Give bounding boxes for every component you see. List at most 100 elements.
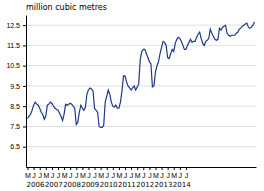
tick: J — [87, 167, 91, 179]
tick-label: M — [98, 172, 104, 179]
tick: M — [43, 167, 49, 179]
tick-label: M — [116, 172, 122, 179]
tick: J — [185, 167, 189, 179]
tick-mark — [149, 167, 150, 170]
tick: J — [112, 167, 116, 179]
tick-label: J — [179, 172, 183, 179]
tick-label: J — [38, 172, 42, 179]
tick-label: J — [32, 172, 36, 179]
tick-label: 10.5 — [6, 62, 20, 69]
tick-mark — [34, 167, 35, 170]
tick: M — [135, 167, 141, 179]
x-axis: MJJMJJMJJMJJMJJMJJMJJMJJMJJ — [25, 167, 256, 179]
grid-line — [26, 25, 256, 26]
axis-line — [27, 167, 257, 168]
tick: J — [93, 167, 97, 179]
tick-label: J — [87, 172, 91, 179]
grid-line — [26, 106, 256, 107]
tick-label: J — [142, 172, 146, 179]
tick-mark — [137, 167, 138, 170]
tick-mark — [107, 167, 108, 170]
tick-label: 12.5 — [6, 22, 20, 29]
tick: 11.5 — [7, 42, 26, 49]
plot: 6.57.58.59.510.511.512.5MJJMJJMJJMJJMJJM… — [6, 16, 256, 190]
tick-label: J — [160, 172, 164, 179]
tick-mark — [131, 167, 132, 170]
tick: J — [166, 167, 170, 179]
tick: J — [32, 167, 36, 179]
tick: M — [98, 167, 104, 179]
tick: M — [25, 167, 31, 179]
grid-line — [26, 85, 256, 86]
tick: 8.5 — [10, 103, 26, 110]
tick-label: 7.5 — [10, 123, 20, 130]
tick: J — [69, 167, 73, 179]
tick-mark — [174, 167, 175, 170]
tick-mark — [101, 167, 102, 170]
tick: J — [160, 167, 164, 179]
tick-mark — [23, 66, 26, 67]
tick: 7.5 — [10, 123, 26, 130]
tick-mark — [23, 86, 26, 87]
tick-label: J — [105, 172, 109, 179]
tick: M — [80, 167, 86, 179]
tick-label: 6.5 — [10, 143, 20, 150]
tick-label: J — [57, 172, 61, 179]
tick: J — [179, 167, 183, 179]
tick-mark — [125, 167, 126, 170]
chart: 6.57.58.59.510.511.512.5MJJMJJMJJMJJMJJM… — [0, 0, 264, 191]
tick: J — [51, 167, 55, 179]
tick: J — [124, 167, 128, 179]
grid-line — [26, 45, 256, 46]
year-label: 2009 — [81, 181, 99, 189]
tick: 9.5 — [10, 83, 26, 90]
tick-label: 8.5 — [10, 103, 20, 110]
year-label: 2014 — [173, 181, 191, 189]
tick-mark — [23, 45, 26, 46]
tick-mark — [113, 167, 114, 170]
tick-label: M — [80, 172, 86, 179]
tick-mark — [23, 106, 26, 107]
tick-label: J — [130, 172, 134, 179]
tick-mark — [143, 167, 144, 170]
tick-label: M — [153, 172, 159, 179]
tick-label: J — [112, 172, 116, 179]
tick-mark — [58, 167, 59, 170]
grid — [26, 25, 256, 147]
annotations: 200620072008200920102011201220132014 — [27, 181, 192, 189]
y-axis: 6.5 7.5 8.5 9.5 10.5 11.5 12.5 — [6, 16, 26, 168]
tick-mark — [52, 167, 53, 170]
tick-mark — [23, 147, 26, 148]
grid-line — [26, 65, 256, 66]
tick-mark — [64, 167, 65, 170]
year-label: 2010 — [100, 181, 118, 189]
tick: J — [105, 167, 109, 179]
tick-mark — [40, 167, 41, 170]
tick-mark — [180, 167, 181, 170]
tick-mark — [76, 167, 77, 170]
tick-label: J — [93, 172, 97, 179]
tick-mark — [95, 167, 96, 170]
tick-label: M — [43, 172, 49, 179]
year-label: 2013 — [155, 181, 173, 189]
tick-mark — [82, 167, 83, 170]
tick-label: J — [51, 172, 55, 179]
tick-mark — [88, 167, 89, 170]
tick: 6.5 — [10, 143, 26, 150]
tick-mark — [70, 167, 71, 170]
tick: 10.5 — [6, 62, 26, 69]
tick-label: J — [69, 172, 73, 179]
tick-label: M — [62, 172, 68, 179]
axis-line — [26, 16, 27, 168]
year-label: 2006 — [27, 181, 45, 189]
line — [28, 22, 255, 127]
tick: J — [142, 167, 146, 179]
year-label: 2008 — [63, 181, 81, 189]
year-label: 2011 — [118, 181, 136, 189]
tick: M — [171, 167, 177, 179]
tick: J — [75, 167, 79, 179]
tick-mark — [168, 167, 169, 170]
tick-label: M — [171, 172, 177, 179]
tick-mark — [162, 167, 163, 170]
year-label: 2012 — [136, 181, 154, 189]
